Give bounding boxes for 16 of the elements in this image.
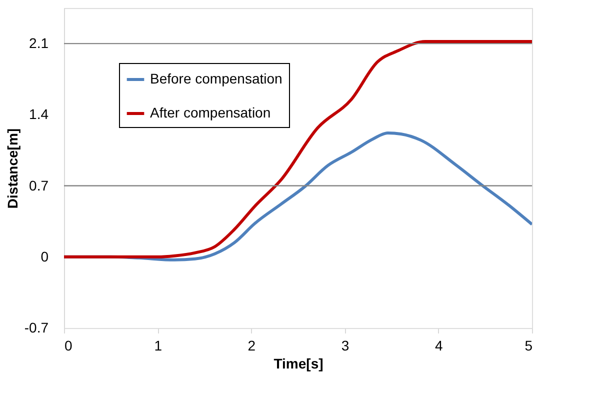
legend-label: After compensation [150,104,271,120]
x-tick-label: 5 [524,338,533,354]
y-tick-label: 0.7 [29,177,49,194]
legend-label: Before compensation [150,70,282,86]
y-axis-title: Distance[m] [4,128,20,209]
x-tick-label: 0 [64,338,72,354]
line-series [64,40,532,258]
x-tick-label: 1 [154,338,162,354]
y-tick-label: 0 [40,248,49,264]
y-tick-label: 1.4 [29,106,49,122]
x-tick-label: 3 [341,338,350,354]
y-tick-label: -0.7 [24,320,49,336]
x-tick-label: 2 [248,338,256,354]
x-axis-title: Time[s] [274,356,324,372]
x-tick-label: 4 [435,338,443,354]
y-tick-label: 2.1 [29,35,49,52]
